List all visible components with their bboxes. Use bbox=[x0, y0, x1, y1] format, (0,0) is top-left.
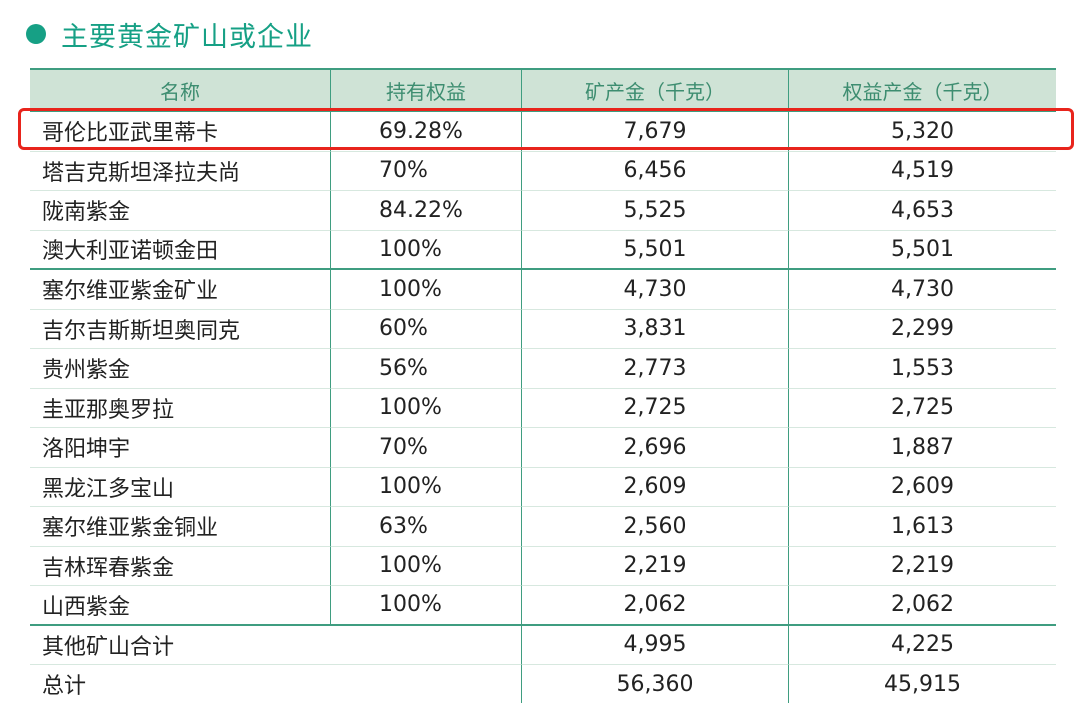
row-name: 塔吉克斯坦泽拉夫尚 bbox=[30, 151, 331, 191]
row-equity: 4,653 bbox=[789, 191, 1056, 231]
table-body: 哥伦比亚武里蒂卡 69.28% 7,679 5,320 塔吉克斯坦泽拉夫尚 70% 6,45… bbox=[30, 112, 1056, 626]
table-row: 洛阳坤宇 70% 2,696 1,887 bbox=[30, 428, 1056, 468]
row-production: 4,730 bbox=[522, 270, 789, 310]
table-row: 陇南紫金 84.22% 5,525 4,653 bbox=[30, 191, 1056, 231]
other-equity: 4,225 bbox=[789, 626, 1056, 665]
header-equity: 权益产金（千克） bbox=[842, 79, 1003, 104]
total-name: 总计 bbox=[30, 665, 522, 703]
row-name: 圭亚那奥罗拉 bbox=[30, 388, 331, 428]
row-equity: 1,613 bbox=[789, 507, 1056, 547]
row-equity: 2,299 bbox=[789, 310, 1056, 349]
page-title: 主要黄金矿山或企业 bbox=[61, 21, 313, 53]
row-share: 70% bbox=[331, 151, 522, 191]
row-name: 陇南紫金 bbox=[30, 191, 331, 231]
row-equity: 4,519 bbox=[789, 152, 1056, 191]
row-name: 贵州紫金 bbox=[30, 349, 331, 389]
row-production: 6,456 bbox=[522, 151, 789, 191]
table-row-total: 总计 56,360 45,915 bbox=[30, 665, 1056, 703]
row-name: 黑龙江多宝山 bbox=[30, 467, 331, 507]
other-production: 4,995 bbox=[522, 625, 789, 665]
other-name: 其他矿山合计 bbox=[30, 625, 522, 665]
row-share: 100% bbox=[331, 230, 522, 270]
table-row: 吉林珲春紫金 100% 2,219 2,219 bbox=[30, 546, 1056, 586]
row-production: 2,560 bbox=[522, 507, 789, 547]
row-production: 2,696 bbox=[522, 428, 789, 468]
table-row: 吉尔吉斯斯坦奥同克 60% 3,831 2,299 bbox=[30, 309, 1056, 349]
header-name: 名称 bbox=[30, 70, 331, 110]
row-production: 5,501 bbox=[522, 230, 789, 270]
row-name: 吉林珲春紫金 bbox=[30, 546, 331, 586]
row-equity: 1,553 bbox=[789, 349, 1056, 389]
row-production: 5,525 bbox=[522, 191, 789, 231]
title-bullet-icon bbox=[26, 24, 46, 44]
header-production: 矿产金（千克） bbox=[522, 70, 789, 110]
table-row: 圭亚那奥罗拉 100% 2,725 2,725 bbox=[30, 388, 1056, 428]
row-name: 塞尔维亚紫金矿业 bbox=[30, 270, 331, 310]
row-share: 56% bbox=[331, 349, 522, 389]
row-production: 2,773 bbox=[522, 349, 789, 389]
table-row: 贵州紫金 56% 2,773 1,553 bbox=[30, 349, 1056, 389]
row-equity: 5,501 bbox=[789, 231, 1056, 270]
row-production: 2,062 bbox=[522, 586, 789, 626]
row-share: 100% bbox=[331, 467, 522, 507]
row-name: 塞尔维亚紫金铜业 bbox=[30, 507, 331, 547]
gold-mines-table: 名称 持有权益 矿产金（千克） 权益产金（千克） 哥伦比亚武里蒂卡 69.28% 7… bbox=[30, 68, 1056, 703]
row-equity: 4,730 bbox=[789, 270, 1056, 310]
row-production: 2,725 bbox=[522, 388, 789, 428]
table-row: 塞尔维亚紫金铜业 63% 2,560 1,613 bbox=[30, 507, 1056, 547]
row-equity: 1,887 bbox=[789, 428, 1056, 468]
table-row: 黑龙江多宝山 100% 2,609 2,609 bbox=[30, 467, 1056, 507]
row-name: 澳大利亚诺顿金田 bbox=[30, 230, 331, 270]
row-production: 7,679 bbox=[522, 112, 789, 152]
row-share: 60% bbox=[331, 309, 522, 349]
row-share: 69.28% bbox=[331, 112, 522, 152]
table-row: 哥伦比亚武里蒂卡 69.28% 7,679 5,320 bbox=[30, 112, 1056, 152]
row-share: 63% bbox=[331, 507, 522, 547]
header-share: 持有权益 bbox=[331, 70, 522, 110]
row-name: 洛阳坤宇 bbox=[30, 428, 331, 468]
row-equity: 2,725 bbox=[789, 389, 1056, 428]
row-equity: 5,320 bbox=[789, 112, 1056, 152]
table-row: 塔吉克斯坦泽拉夫尚 70% 6,456 4,519 bbox=[30, 151, 1056, 191]
table-row: 塞尔维亚紫金矿业 100% 4,730 4,730 bbox=[30, 270, 1056, 310]
row-equity: 2,219 bbox=[789, 547, 1056, 586]
row-production: 2,219 bbox=[522, 546, 789, 586]
table-row: 澳大利亚诺顿金田 100% 5,501 5,501 bbox=[30, 230, 1056, 270]
row-name: 吉尔吉斯斯坦奥同克 bbox=[30, 309, 331, 349]
title-row: 主要黄金矿山或企业 bbox=[26, 14, 313, 54]
row-share: 100% bbox=[331, 388, 522, 428]
row-share: 100% bbox=[331, 586, 522, 626]
row-name: 山西紫金 bbox=[30, 586, 331, 626]
row-share: 70% bbox=[331, 428, 522, 468]
row-production: 2,609 bbox=[522, 467, 789, 507]
table-row: 山西紫金 100% 2,062 2,062 bbox=[30, 586, 1056, 626]
row-equity: 2,062 bbox=[789, 586, 1056, 626]
table-header: 名称 持有权益 矿产金（千克） 权益产金（千克） bbox=[30, 68, 1056, 112]
total-production: 56,360 bbox=[522, 665, 789, 703]
row-share: 84.22% bbox=[331, 191, 522, 231]
row-equity: 2,609 bbox=[789, 468, 1056, 507]
total-equity: 45,915 bbox=[789, 665, 1056, 703]
table-row-other: 其他矿山合计 4,995 4,225 bbox=[30, 625, 1056, 665]
row-production: 3,831 bbox=[522, 309, 789, 349]
row-share: 100% bbox=[331, 270, 522, 310]
row-name: 哥伦比亚武里蒂卡 bbox=[30, 112, 331, 152]
row-share: 100% bbox=[331, 546, 522, 586]
